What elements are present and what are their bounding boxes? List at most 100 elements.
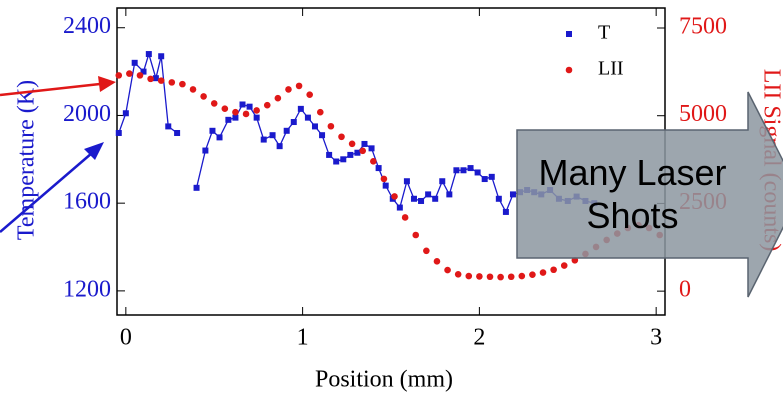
point: [283, 127, 290, 134]
point: [529, 271, 536, 278]
point: [168, 79, 176, 86]
point: [401, 214, 409, 221]
point: [157, 77, 165, 84]
point: [439, 178, 446, 185]
legend: T LII: [565, 22, 624, 80]
point: [253, 107, 260, 114]
point: [518, 272, 526, 280]
point: [189, 86, 197, 93]
x-axis-label: Position (mm): [315, 367, 453, 393]
point: [274, 94, 282, 102]
y2-tick-label: 5000: [679, 101, 727, 127]
point: [370, 158, 377, 165]
point: [200, 93, 207, 100]
point: [423, 247, 430, 255]
point: [502, 208, 509, 215]
point: [202, 147, 209, 154]
point: [276, 143, 283, 150]
point: [126, 70, 133, 77]
point: [488, 173, 495, 180]
point: [122, 110, 129, 117]
point: [348, 140, 356, 148]
y-tick-label: 1200: [63, 276, 111, 302]
point: [285, 86, 292, 93]
point: [347, 151, 354, 158]
point: [507, 273, 515, 281]
point: [140, 68, 147, 75]
point: [382, 182, 389, 189]
legend-marker: [566, 31, 572, 37]
point: [115, 72, 123, 79]
x-tick-label: 2: [473, 325, 485, 351]
point: [295, 82, 303, 90]
point: [375, 165, 382, 172]
point: [418, 197, 425, 204]
point: [260, 136, 267, 143]
point: [136, 72, 144, 79]
point: [327, 122, 335, 130]
point: [410, 195, 417, 202]
point: [326, 151, 333, 158]
point: [476, 273, 483, 280]
point: [209, 127, 216, 134]
point: [338, 133, 345, 141]
point: [495, 195, 502, 202]
point: [467, 165, 474, 172]
point: [403, 178, 410, 185]
point: [115, 129, 122, 136]
point: [239, 101, 246, 108]
point: [446, 191, 453, 198]
x-tick-label: 3: [650, 325, 662, 351]
point: [152, 75, 159, 82]
point: [165, 123, 172, 130]
y-tick-label: 2400: [63, 13, 111, 39]
point: [193, 184, 200, 191]
point: [509, 191, 516, 198]
pointer-arrow: [0, 82, 101, 97]
point: [560, 262, 568, 269]
point: [474, 169, 481, 176]
point: [368, 145, 375, 152]
point: [460, 167, 467, 174]
point: [454, 271, 462, 278]
point: [433, 258, 441, 265]
point: [319, 132, 326, 139]
point: [354, 149, 361, 156]
point: [263, 101, 271, 109]
point: [306, 91, 313, 98]
y2-tick-label: 0: [679, 277, 691, 303]
point: [311, 123, 318, 130]
point: [465, 272, 473, 280]
point: [304, 114, 311, 121]
point: [158, 53, 165, 60]
callout-arrow: [516, 91, 783, 298]
point: [391, 193, 398, 200]
y-axis-label: Temperature (K): [14, 80, 40, 240]
point: [131, 59, 138, 66]
point: [396, 204, 403, 211]
point: [486, 273, 494, 281]
point: [242, 110, 250, 118]
x-tick-label: 1: [297, 325, 309, 351]
point: [147, 75, 154, 83]
y-tick-label: 1600: [63, 189, 111, 215]
legend-label: LII: [598, 58, 624, 80]
y-tick-label: 2000: [63, 101, 111, 127]
point: [412, 231, 420, 239]
pointer-arrowhead: [98, 76, 116, 92]
point: [481, 176, 488, 183]
y2-tick-label: 7500: [679, 13, 727, 39]
pointer-arrowhead: [84, 142, 104, 160]
point: [145, 51, 152, 58]
point: [269, 132, 276, 139]
point: [216, 134, 223, 141]
pointer-arrow: [0, 152, 93, 233]
point: [174, 129, 181, 136]
point: [359, 147, 367, 155]
point: [316, 108, 324, 116]
point: [253, 114, 260, 121]
x-tick-label: 0: [120, 325, 132, 351]
point: [453, 167, 460, 174]
